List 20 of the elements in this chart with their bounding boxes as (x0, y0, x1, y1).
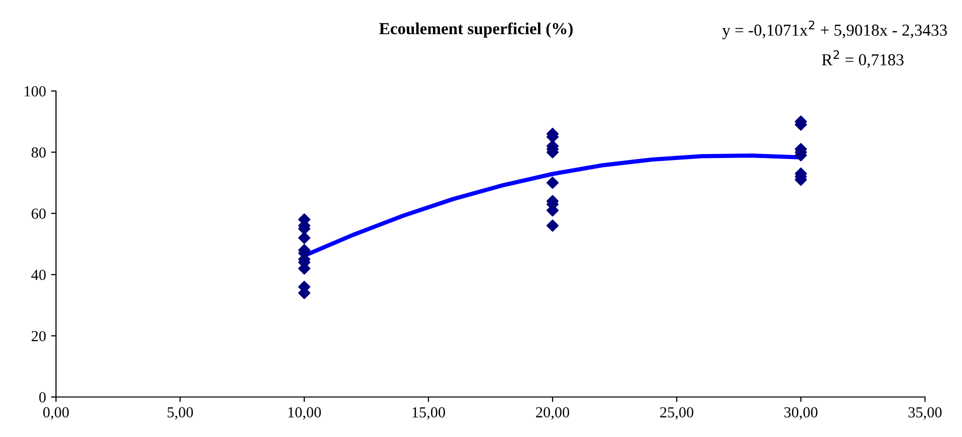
y-tick-label: 100 (24, 86, 46, 96)
x-tick-label: 30,00 (784, 407, 818, 420)
point (546, 176, 559, 189)
x-tick-label: 25,00 (660, 407, 694, 420)
x-tick-label: 10,00 (288, 407, 321, 420)
x-tick-label: 0,00 (43, 407, 69, 420)
point (298, 232, 310, 244)
text: y = -0,1071x$^{2}$ + 5,9018x - 2,3433 (722, 20, 947, 40)
y-tick-label: 20 (32, 330, 46, 342)
y-tick-label: 0 (39, 392, 46, 402)
point (546, 220, 559, 232)
x-tick-label: 15,00 (412, 407, 446, 420)
x-tick-label: 5,00 (168, 407, 193, 420)
y-tick-label: 60 (32, 208, 46, 219)
x-tick-label: 20,00 (536, 407, 570, 420)
x-tick-label: 35,00 (908, 407, 942, 420)
y-tick-label: 80 (32, 147, 46, 158)
text: R$^{2}$ = 0,7183 (822, 50, 904, 68)
y-tick-label: 40 (31, 270, 46, 280)
chart-title: Ecoulement superficiel (%) (379, 22, 573, 38)
